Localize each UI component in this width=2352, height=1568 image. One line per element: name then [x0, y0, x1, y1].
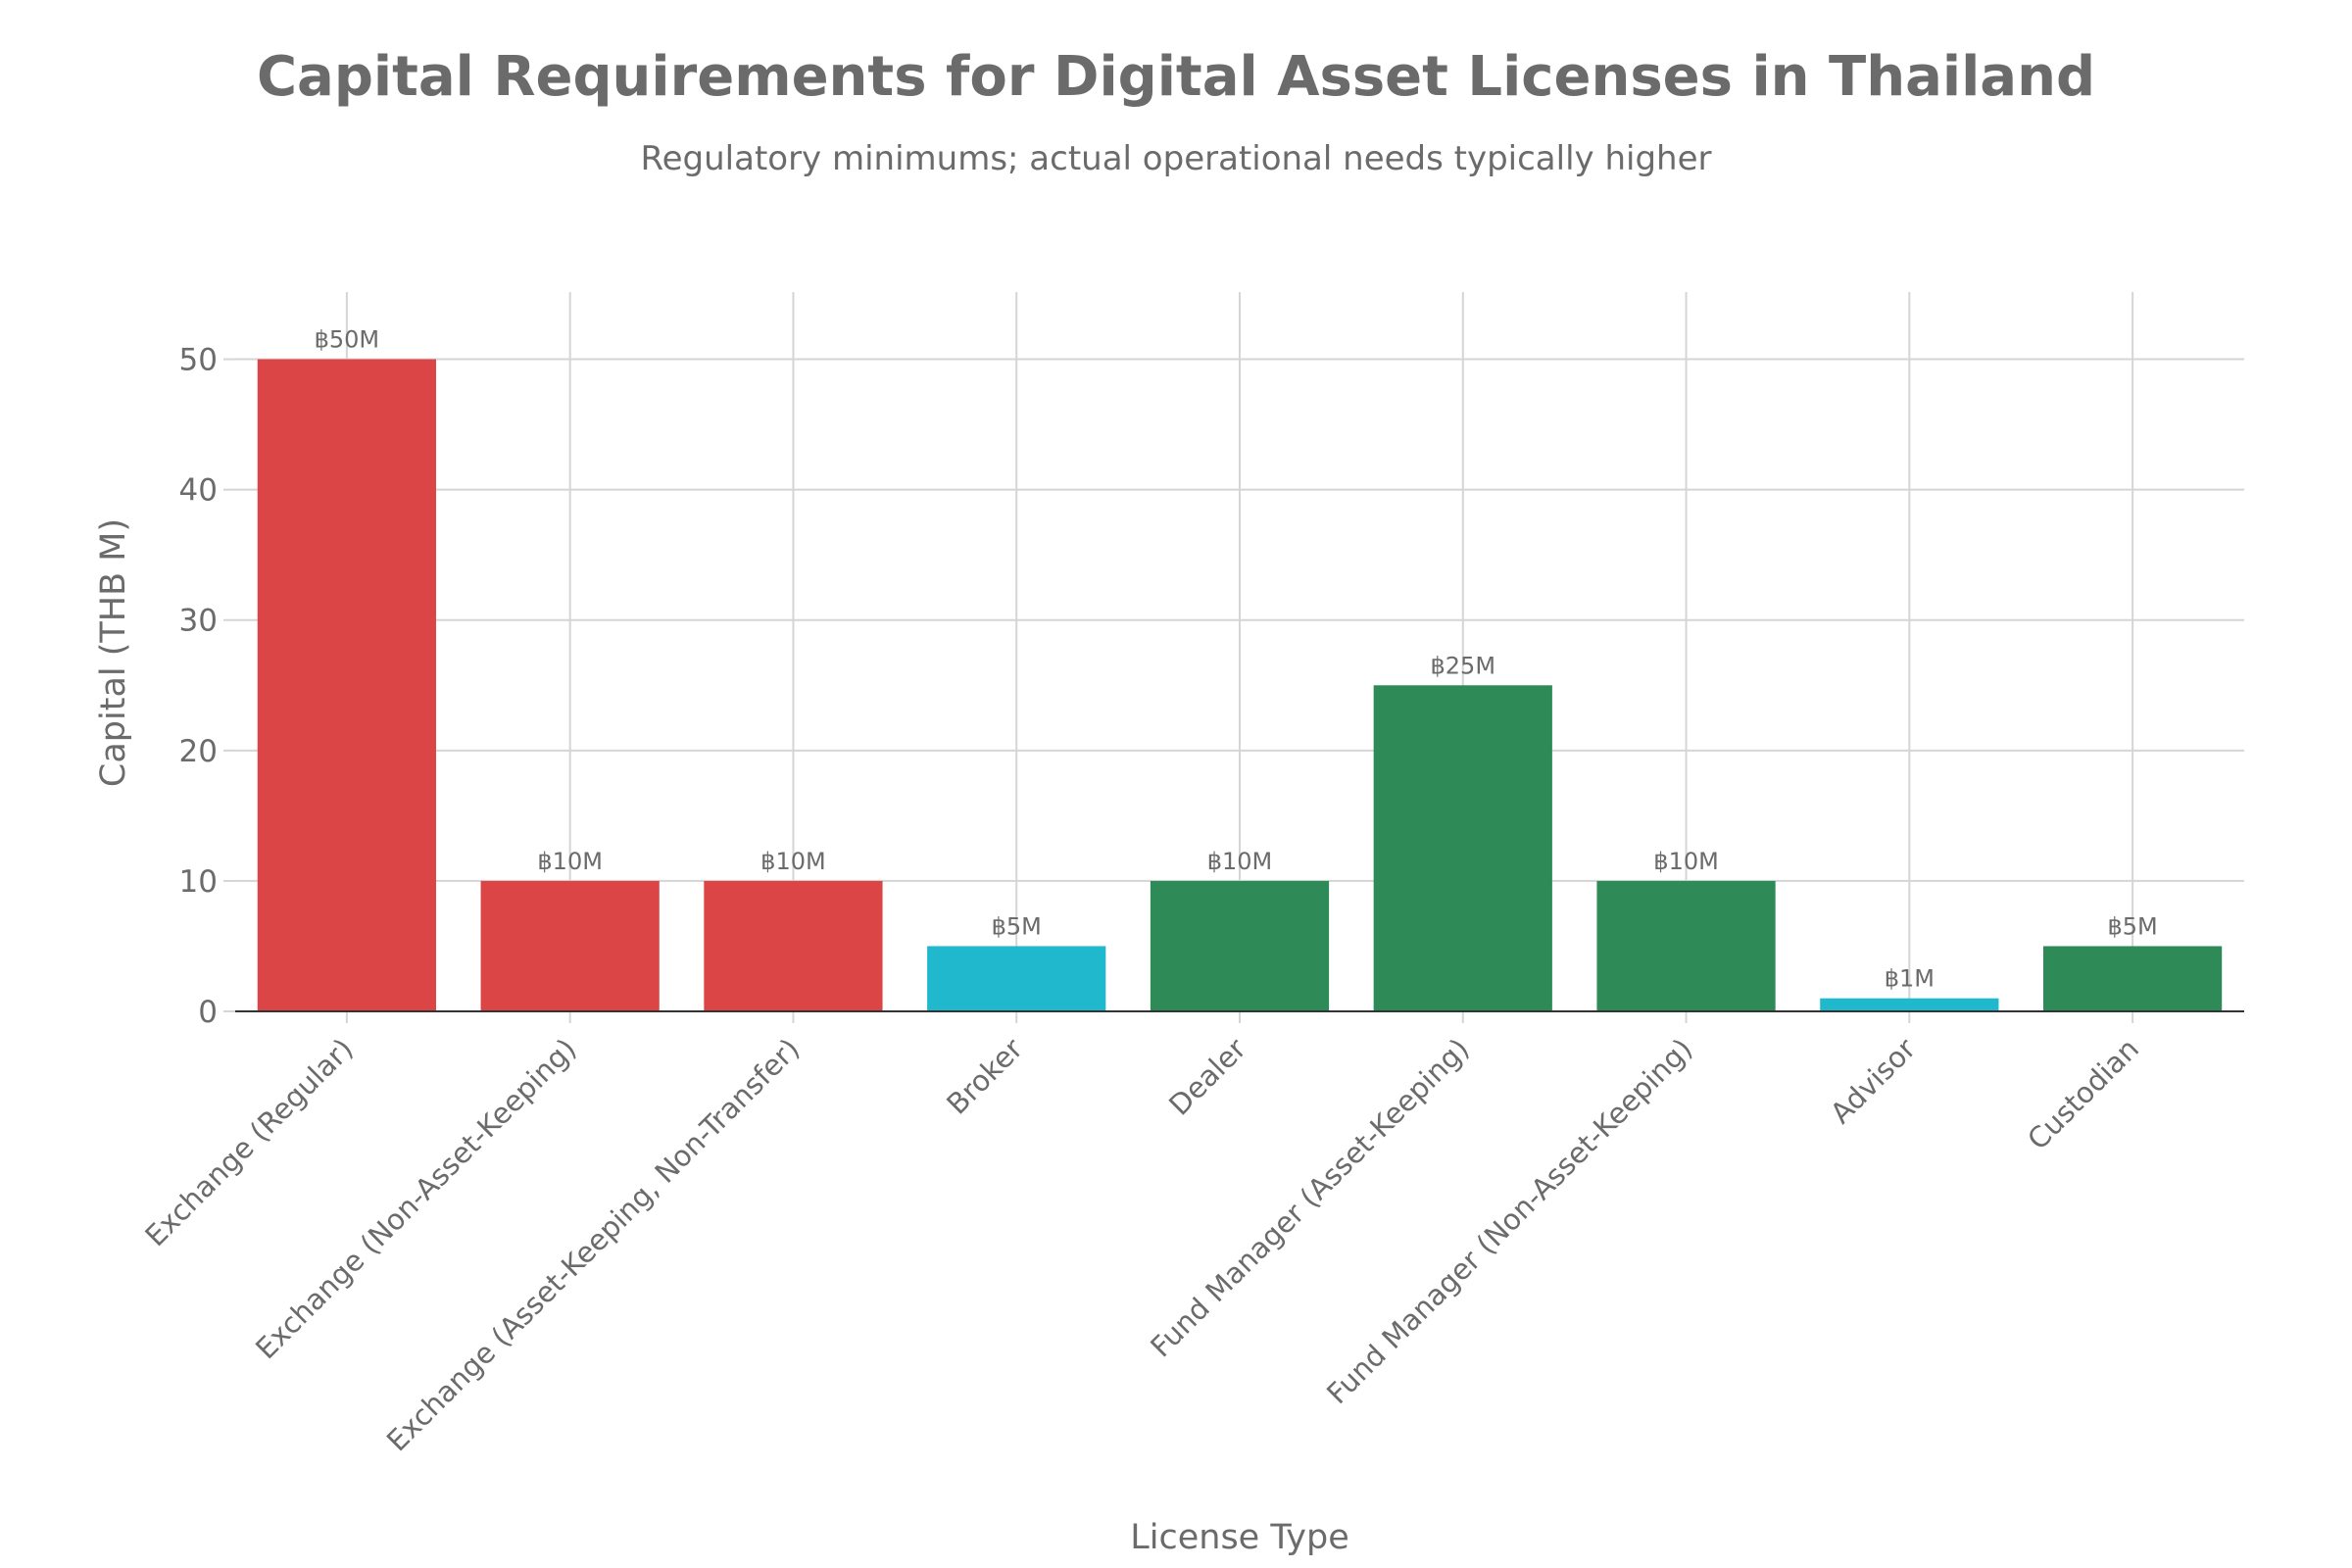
- x-tick-label: Exchange (Regular): [138, 1032, 359, 1252]
- x-tick-label: Exchange (Asset-Keeping, Non-Transfer): [380, 1032, 806, 1457]
- data-label: ฿5M: [2107, 912, 2157, 940]
- y-tick-label: 50: [179, 343, 218, 378]
- bar: [257, 359, 436, 1012]
- y-tick-label: 20: [179, 734, 218, 769]
- bar: [704, 880, 883, 1011]
- bars: [257, 359, 2223, 1012]
- data-label: ฿1M: [1885, 965, 1935, 993]
- y-axis-label: Capital (THB M): [94, 518, 133, 787]
- chart-title: Capital Requirements for Digital Asset L…: [256, 45, 2096, 109]
- data-label: ฿25M: [1431, 652, 1496, 679]
- y-tick-labels: 0 10 20 30 40 50: [179, 343, 235, 1030]
- data-label: ฿10M: [1207, 848, 1273, 875]
- data-label: ฿50M: [315, 326, 380, 354]
- x-tick-label: Dealer: [1162, 1032, 1252, 1122]
- data-label: ฿10M: [760, 848, 826, 875]
- bar: [1820, 998, 1999, 1011]
- bar: [1596, 880, 1776, 1011]
- x-tick-label: Broker: [940, 1032, 1029, 1121]
- x-tick-labels: Exchange (Regular)Exchange (Non-Asset-Ke…: [138, 1011, 2145, 1457]
- x-tick-label: Fund Manager (Non-Asset-Keeping): [1320, 1032, 1698, 1410]
- data-label: ฿5M: [992, 912, 1042, 940]
- bar: [2043, 946, 2223, 1011]
- data-labels: ฿50M ฿10M ฿10M ฿5M ฿10M ฿25M ฿10M ฿1M ฿5M: [315, 326, 2158, 993]
- y-tick-label: 40: [179, 473, 218, 509]
- x-axis-label: License Type: [1130, 1518, 1348, 1557]
- bar: [1150, 880, 1330, 1011]
- y-tick-label: 0: [198, 995, 218, 1030]
- data-label: ฿10M: [537, 848, 603, 875]
- x-tick-label: Advisor: [1824, 1032, 1922, 1130]
- y-tick-label: 10: [179, 864, 218, 900]
- bar: [480, 880, 660, 1011]
- data-label: ฿10M: [1653, 848, 1719, 875]
- bar: [927, 946, 1106, 1011]
- bar: [1373, 685, 1552, 1011]
- y-tick-label: 30: [179, 604, 218, 639]
- chart-subtitle: Regulatory minimums; actual operational …: [640, 139, 1712, 178]
- x-tick-label: Custodian: [2021, 1032, 2145, 1156]
